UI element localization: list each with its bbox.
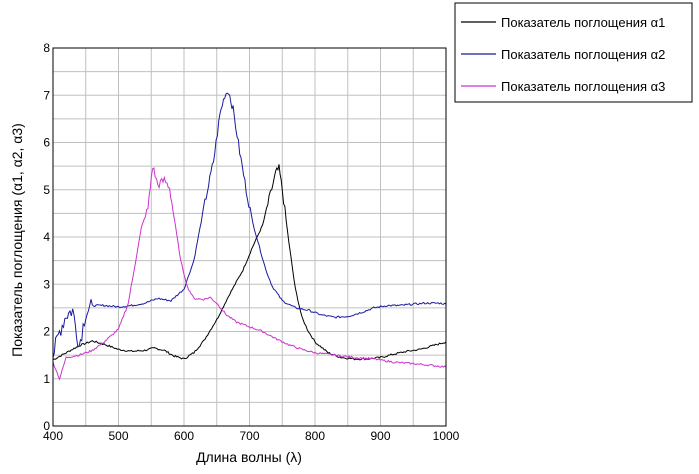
plot-border	[52, 47, 447, 427]
legend: Показатель поглощения α1 Показатель погло…	[454, 2, 693, 103]
y-tick-label: 2	[43, 325, 50, 339]
y-tick-label: 5	[43, 183, 50, 197]
legend-label-2: Показатель поглощения α2	[501, 47, 665, 62]
legend-label-3: Показатель поглощения α3	[501, 79, 665, 94]
x-tick-label: 800	[305, 429, 325, 443]
y-tick-label: 4	[43, 230, 50, 244]
series-line-1	[52, 164, 447, 361]
x-tick-label: 700	[239, 429, 259, 443]
x-tick-label: 400	[43, 429, 63, 443]
x-tick-label: 600	[174, 429, 194, 443]
x-tick-label: 1000	[433, 429, 460, 443]
y-axis-label: Показатель поглощения (α1, α2, α3)	[9, 123, 25, 357]
y-tick-label: 3	[43, 277, 50, 291]
x-axis-label: Длина волны (λ)	[196, 449, 302, 465]
x-tick-label: 900	[370, 429, 390, 443]
y-tick-label: 0	[43, 419, 50, 433]
series-line-3	[52, 167, 447, 381]
grid	[52, 47, 447, 427]
y-tick-label: 7	[43, 88, 50, 102]
y-tick-labels: 0 1 2 3 4 5 6 7 8	[43, 41, 50, 433]
y-tick-label: 6	[43, 136, 50, 150]
series-layer	[52, 92, 447, 381]
x-tick-labels: 400 500 600 700 800 900 1000	[43, 429, 460, 443]
series-line-2	[52, 92, 447, 358]
y-tick-label: 8	[43, 41, 50, 55]
x-tick-label: 500	[108, 429, 128, 443]
legend-label-1: Показатель поглощения α1	[501, 15, 665, 30]
y-tick-label: 1	[43, 372, 50, 386]
